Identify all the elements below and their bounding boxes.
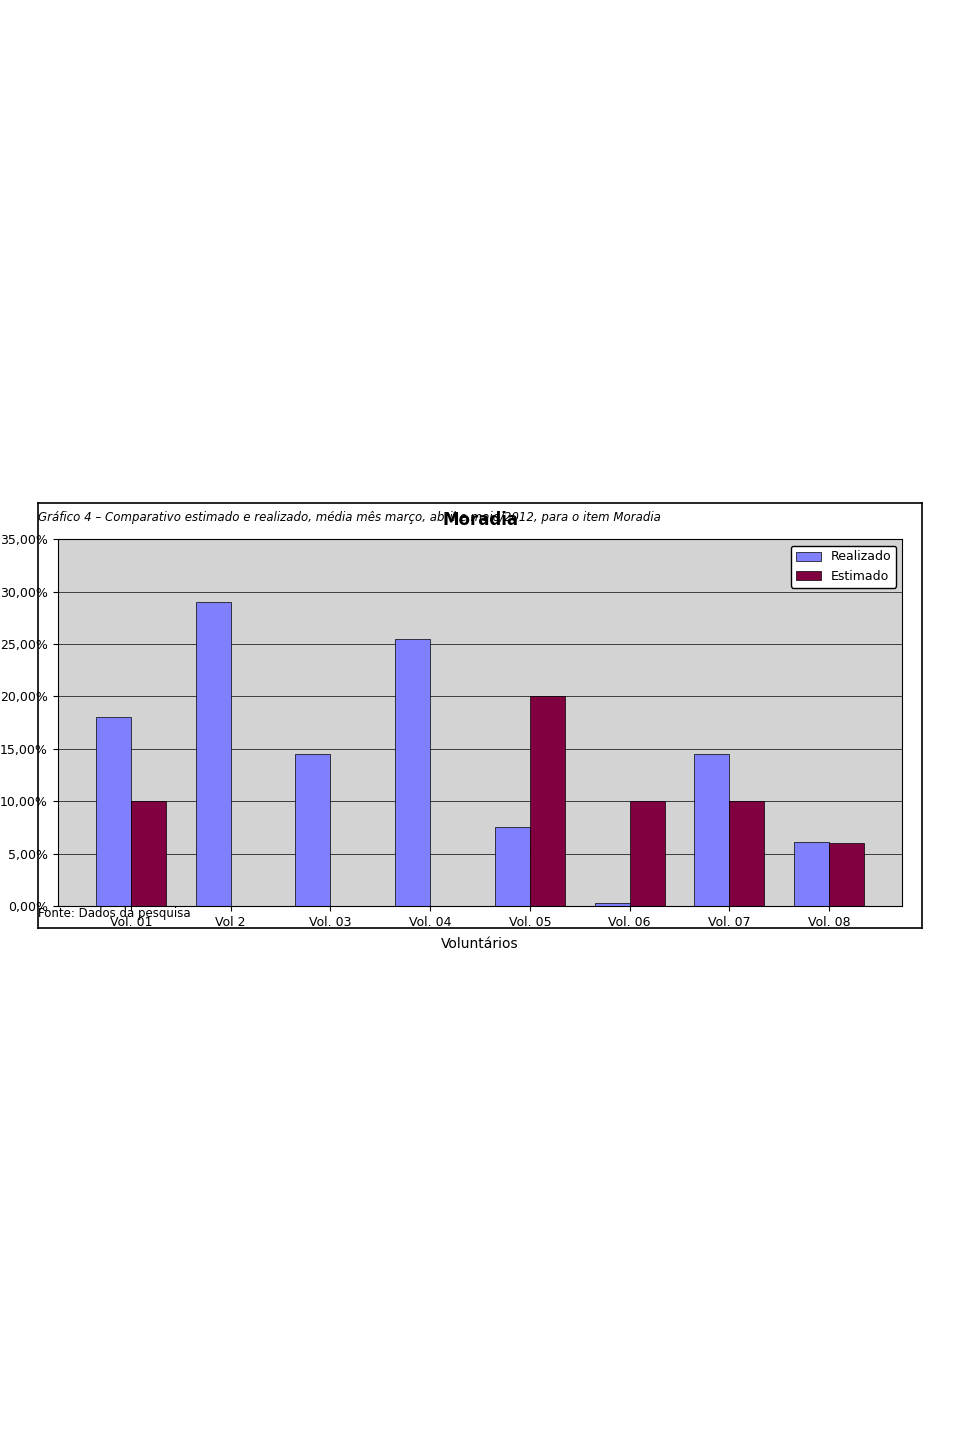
Bar (131, 801, 166, 906)
Bar (694, 754, 730, 906)
Bar (96, 718, 131, 906)
Bar (794, 841, 829, 906)
Bar (730, 801, 764, 906)
Bar (530, 696, 564, 906)
Bar (829, 843, 864, 906)
Legend: Realizado, Estimado: Realizado, Estimado (790, 545, 896, 588)
Title: Moradia: Moradia (442, 512, 518, 529)
Text: Fonte: Dados da pesquisa: Fonte: Dados da pesquisa (38, 907, 191, 920)
Bar (630, 801, 664, 906)
X-axis label: Voluntários: Voluntários (442, 938, 518, 951)
Bar (396, 638, 430, 906)
Bar (196, 603, 230, 906)
Bar (594, 903, 630, 906)
Bar (296, 754, 330, 906)
Text: Gráfico 4 – Comparativo estimado e realizado, média mês março, abril e maio/2012: Gráfico 4 – Comparativo estimado e reali… (38, 510, 661, 523)
Bar (495, 827, 530, 906)
